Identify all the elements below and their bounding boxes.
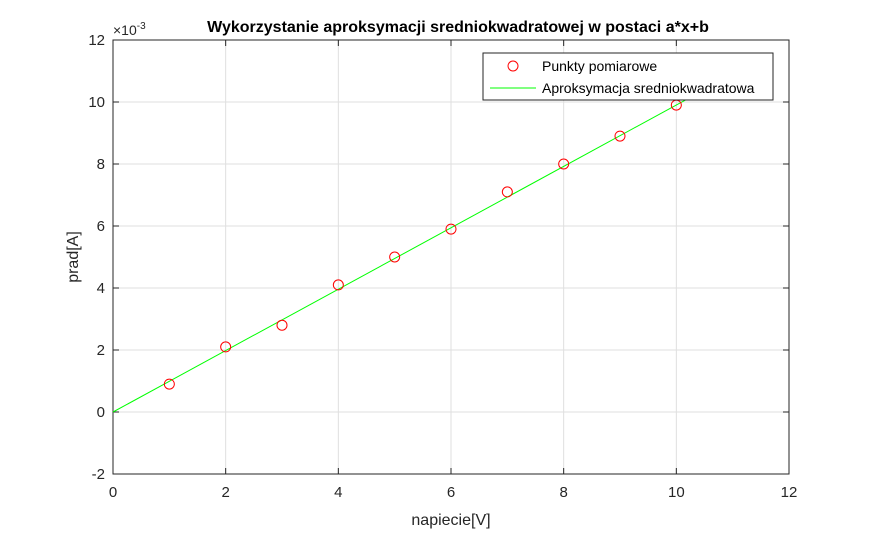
y-tick-label: -2: [92, 466, 105, 483]
data-point: [163, 378, 175, 390]
x-tick-label: 10: [668, 484, 685, 501]
data-point: [332, 279, 344, 291]
legend-box: [482, 52, 774, 101]
legend-marker-circle: [507, 60, 519, 72]
x-tick-label: 2: [221, 484, 229, 501]
y-tick-label: 6: [97, 218, 105, 235]
x-tick-label: 8: [559, 484, 567, 501]
y-tick-label: 0: [97, 404, 105, 421]
chart-title: Wykorzystanie aproksymacji sredniokwadra…: [207, 19, 709, 36]
axes-box: [112, 39, 790, 475]
y-exponent-base: ×10: [113, 22, 137, 38]
x-tick-label: 4: [334, 484, 342, 501]
data-point: [501, 186, 513, 198]
data-point: [614, 130, 626, 142]
y-tick-label: 8: [97, 156, 105, 173]
data-point: [220, 341, 232, 353]
y-tick-label: 4: [97, 280, 105, 297]
data-point: [389, 251, 401, 263]
x-axis-label: napiecie[V]: [411, 512, 490, 529]
y-tick-label: 12: [88, 32, 105, 49]
y-exponent-label: ×10-3: [113, 21, 146, 38]
legend-entry-points: Punkty pomiarowe: [542, 58, 657, 74]
data-point: [276, 319, 288, 331]
data-point: [445, 223, 457, 235]
y-exponent-power: -3: [137, 21, 146, 32]
legend: Punkty pomiarowe Aproksymacja sredniokwa…: [482, 52, 774, 101]
y-tick-label: 2: [97, 342, 105, 359]
x-tick-label: 0: [109, 484, 117, 501]
data-point: [558, 158, 570, 170]
series-layer: [112, 95, 694, 413]
y-axis-label: prad[A]: [65, 231, 82, 283]
x-tick-label: 12: [781, 484, 798, 501]
legend-entry-fit: Aproksymacja sredniokwadratowa: [542, 80, 755, 96]
x-tick-label: 6: [447, 484, 455, 501]
fit-line: [112, 95, 694, 413]
y-tick-label: 10: [88, 94, 105, 111]
axes: [112, 39, 790, 475]
